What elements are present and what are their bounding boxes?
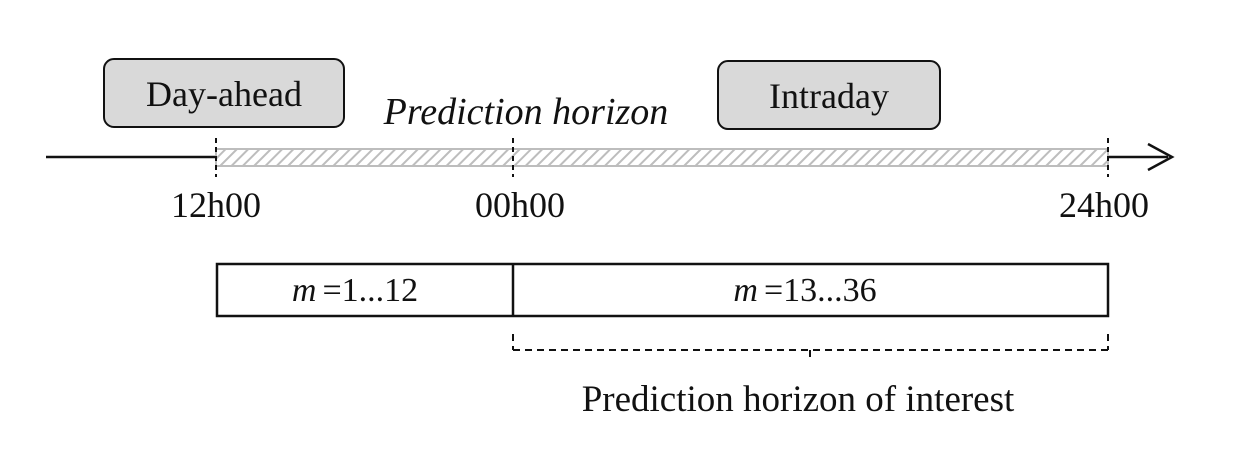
prediction-horizon-title: Prediction horizon bbox=[383, 91, 669, 133]
tick-label-00h00: 00h00 bbox=[475, 185, 565, 225]
interest-label: Prediction horizon of interest bbox=[582, 379, 1015, 420]
tick-markers bbox=[215, 138, 1109, 177]
day-ahead-label: Day-ahead bbox=[146, 74, 302, 114]
tick-label-24h00: 24h00 bbox=[1059, 185, 1149, 225]
intraday-box: Intraday bbox=[717, 60, 941, 130]
day-ahead-box: Day-ahead bbox=[103, 58, 345, 128]
segment-boxes bbox=[215, 262, 1110, 318]
tick-label-12h00: 12h00 bbox=[171, 185, 261, 225]
intraday-label: Intraday bbox=[769, 76, 889, 116]
horizon-hatched-bar bbox=[215, 148, 1109, 167]
segment-label-first: m =1...12 bbox=[292, 272, 418, 309]
interest-brace bbox=[512, 334, 1109, 362]
segment-label-second: m =13...36 bbox=[733, 272, 876, 309]
